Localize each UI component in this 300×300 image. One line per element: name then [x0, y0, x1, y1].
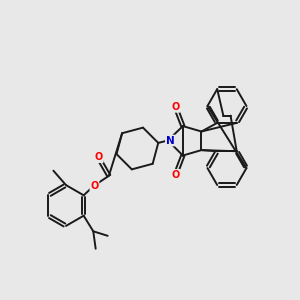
- Text: N: N: [166, 136, 175, 146]
- Text: O: O: [172, 102, 180, 112]
- Text: O: O: [94, 152, 103, 162]
- Text: O: O: [90, 181, 99, 191]
- Text: O: O: [172, 170, 180, 180]
